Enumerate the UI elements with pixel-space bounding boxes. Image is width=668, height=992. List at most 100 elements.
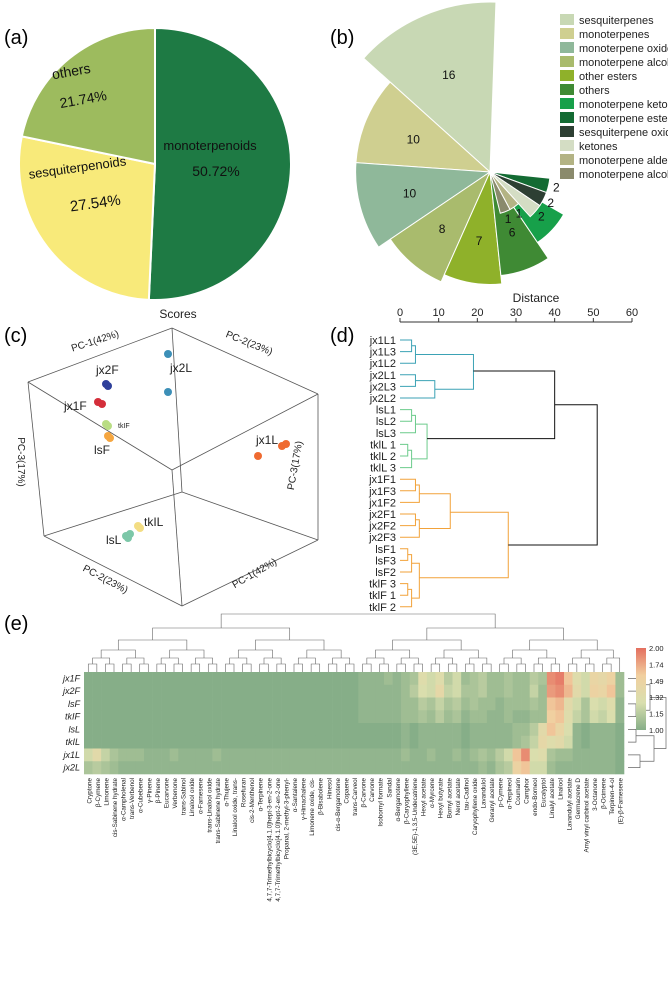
heat-cell xyxy=(606,723,616,737)
legend-label-3: monoterpene alcohols xyxy=(579,57,668,69)
heat-cell xyxy=(504,761,513,775)
col-dendro-link xyxy=(482,663,492,672)
heat-cell xyxy=(84,723,93,737)
green-m1 xyxy=(400,409,413,422)
legend-label-11: monoterpene alcohols xyxy=(579,169,668,181)
heat-cell xyxy=(598,748,608,762)
heat-cell xyxy=(521,735,531,749)
heat-cell xyxy=(332,735,342,749)
heat-cell xyxy=(289,761,299,775)
heat-cell xyxy=(358,697,368,711)
heat-cell xyxy=(384,684,393,698)
heat-cell xyxy=(615,710,625,724)
heat-col-label-61: Terpinen-4-ol xyxy=(609,778,616,815)
heat-cell xyxy=(366,748,376,762)
legend-swatch-8 xyxy=(560,126,574,137)
heat-cell xyxy=(152,672,162,686)
heat-cell xyxy=(581,684,591,698)
heat-col-label-27: β-Bisabolene xyxy=(318,778,325,815)
heat-cell xyxy=(126,697,136,711)
heat-cell xyxy=(186,710,196,724)
heat-col-label-32: β-Carvone xyxy=(361,778,368,808)
heat-col-label-62: (E)-β-Farnesene xyxy=(618,778,625,825)
heat-cell xyxy=(135,761,145,775)
heat-cell xyxy=(452,748,462,762)
heat-cell xyxy=(418,761,428,775)
blue-m5 xyxy=(415,354,474,390)
heat-row-label-1: jx2F xyxy=(62,686,81,696)
heat-cell xyxy=(521,748,531,762)
legend-swatch-6 xyxy=(560,98,574,109)
heat-cell xyxy=(546,710,556,724)
heat-cell xyxy=(332,748,342,762)
heat-cell xyxy=(589,710,599,724)
heat-cell xyxy=(452,672,462,686)
heat-row-label-3: tkIF xyxy=(65,712,81,722)
legend-label-8: sesquiterpene oxides xyxy=(579,127,668,139)
heat-cell xyxy=(409,697,419,711)
heat-cell xyxy=(581,697,591,711)
heat-cell xyxy=(118,697,128,711)
score-point-tkIL-1 xyxy=(136,524,144,532)
heat-cell xyxy=(341,748,351,762)
heat-cell xyxy=(384,710,393,724)
heat-cell xyxy=(264,672,273,686)
heat-cell xyxy=(504,672,513,686)
legend-label-1: monoterpenes xyxy=(579,29,650,41)
heat-cell xyxy=(255,748,265,762)
heat-cell xyxy=(572,684,582,698)
heat-col-label-46: Lavandulol xyxy=(481,778,488,808)
heat-row-label-4: lsL xyxy=(68,724,80,734)
heat-col-label-59: 3-Octanone xyxy=(592,778,599,811)
rose-value-0: 16 xyxy=(442,68,456,82)
legend-swatch-10 xyxy=(560,154,574,165)
col-dendro-link xyxy=(306,649,342,658)
heat-col-label-18: Rosefuran xyxy=(241,778,248,808)
heat-cell xyxy=(84,684,93,698)
heat-cell xyxy=(572,761,582,775)
heat-cell xyxy=(289,723,299,737)
heat-cell xyxy=(212,723,222,737)
heat-cell xyxy=(512,748,522,762)
heat-cell xyxy=(349,684,359,698)
heat-col-label-21: 4,7,7-Trimethylbicyclo[4.1.0]hept-3-en-2… xyxy=(266,778,273,902)
heat-cell xyxy=(92,761,102,775)
dendro-tick-label-1: 10 xyxy=(433,307,445,319)
heat-cell xyxy=(418,697,428,711)
heat-cell xyxy=(229,697,239,711)
heat-cell xyxy=(306,672,316,686)
row-dendro-6 xyxy=(636,735,655,762)
heat-cell xyxy=(426,684,436,698)
leaf-label-21: tklF 3 xyxy=(369,579,396,591)
heat-col-label-38: (3E,5E)-1,3,5-Undecatriene xyxy=(412,778,419,855)
heat-cell xyxy=(341,697,351,711)
col-dendro-link xyxy=(345,663,355,672)
heat-cell xyxy=(504,684,513,698)
heat-cell xyxy=(521,723,531,737)
heat-cell xyxy=(178,735,188,749)
col-dendro-link xyxy=(567,663,578,672)
heat-col-label-49: α-Terpineol xyxy=(506,778,513,809)
heat-cell xyxy=(384,723,393,737)
heat-cell xyxy=(469,697,479,711)
heat-cell xyxy=(401,761,411,775)
heat-col-label-4: α-Campholenal xyxy=(121,778,128,821)
heat-cell xyxy=(169,723,179,737)
heat-cell xyxy=(324,697,333,711)
heat-col-label-5: trans-Verbenol xyxy=(129,778,136,819)
rose-value-5: 6 xyxy=(509,226,516,240)
leaf-label-13: jx1F3 xyxy=(368,486,396,498)
col-dendro-link xyxy=(447,663,458,672)
heat-cell xyxy=(615,697,625,711)
col-dendro-link xyxy=(126,657,145,664)
cube-edge-4 xyxy=(43,535,183,607)
legend-label-7: monoterpene esters xyxy=(579,113,668,125)
heat-cell xyxy=(298,710,308,724)
heat-cell xyxy=(521,672,531,686)
col-dendro-link xyxy=(443,649,479,658)
heat-cell xyxy=(135,735,145,749)
heat-cell xyxy=(512,761,522,775)
heat-cell xyxy=(564,672,573,686)
